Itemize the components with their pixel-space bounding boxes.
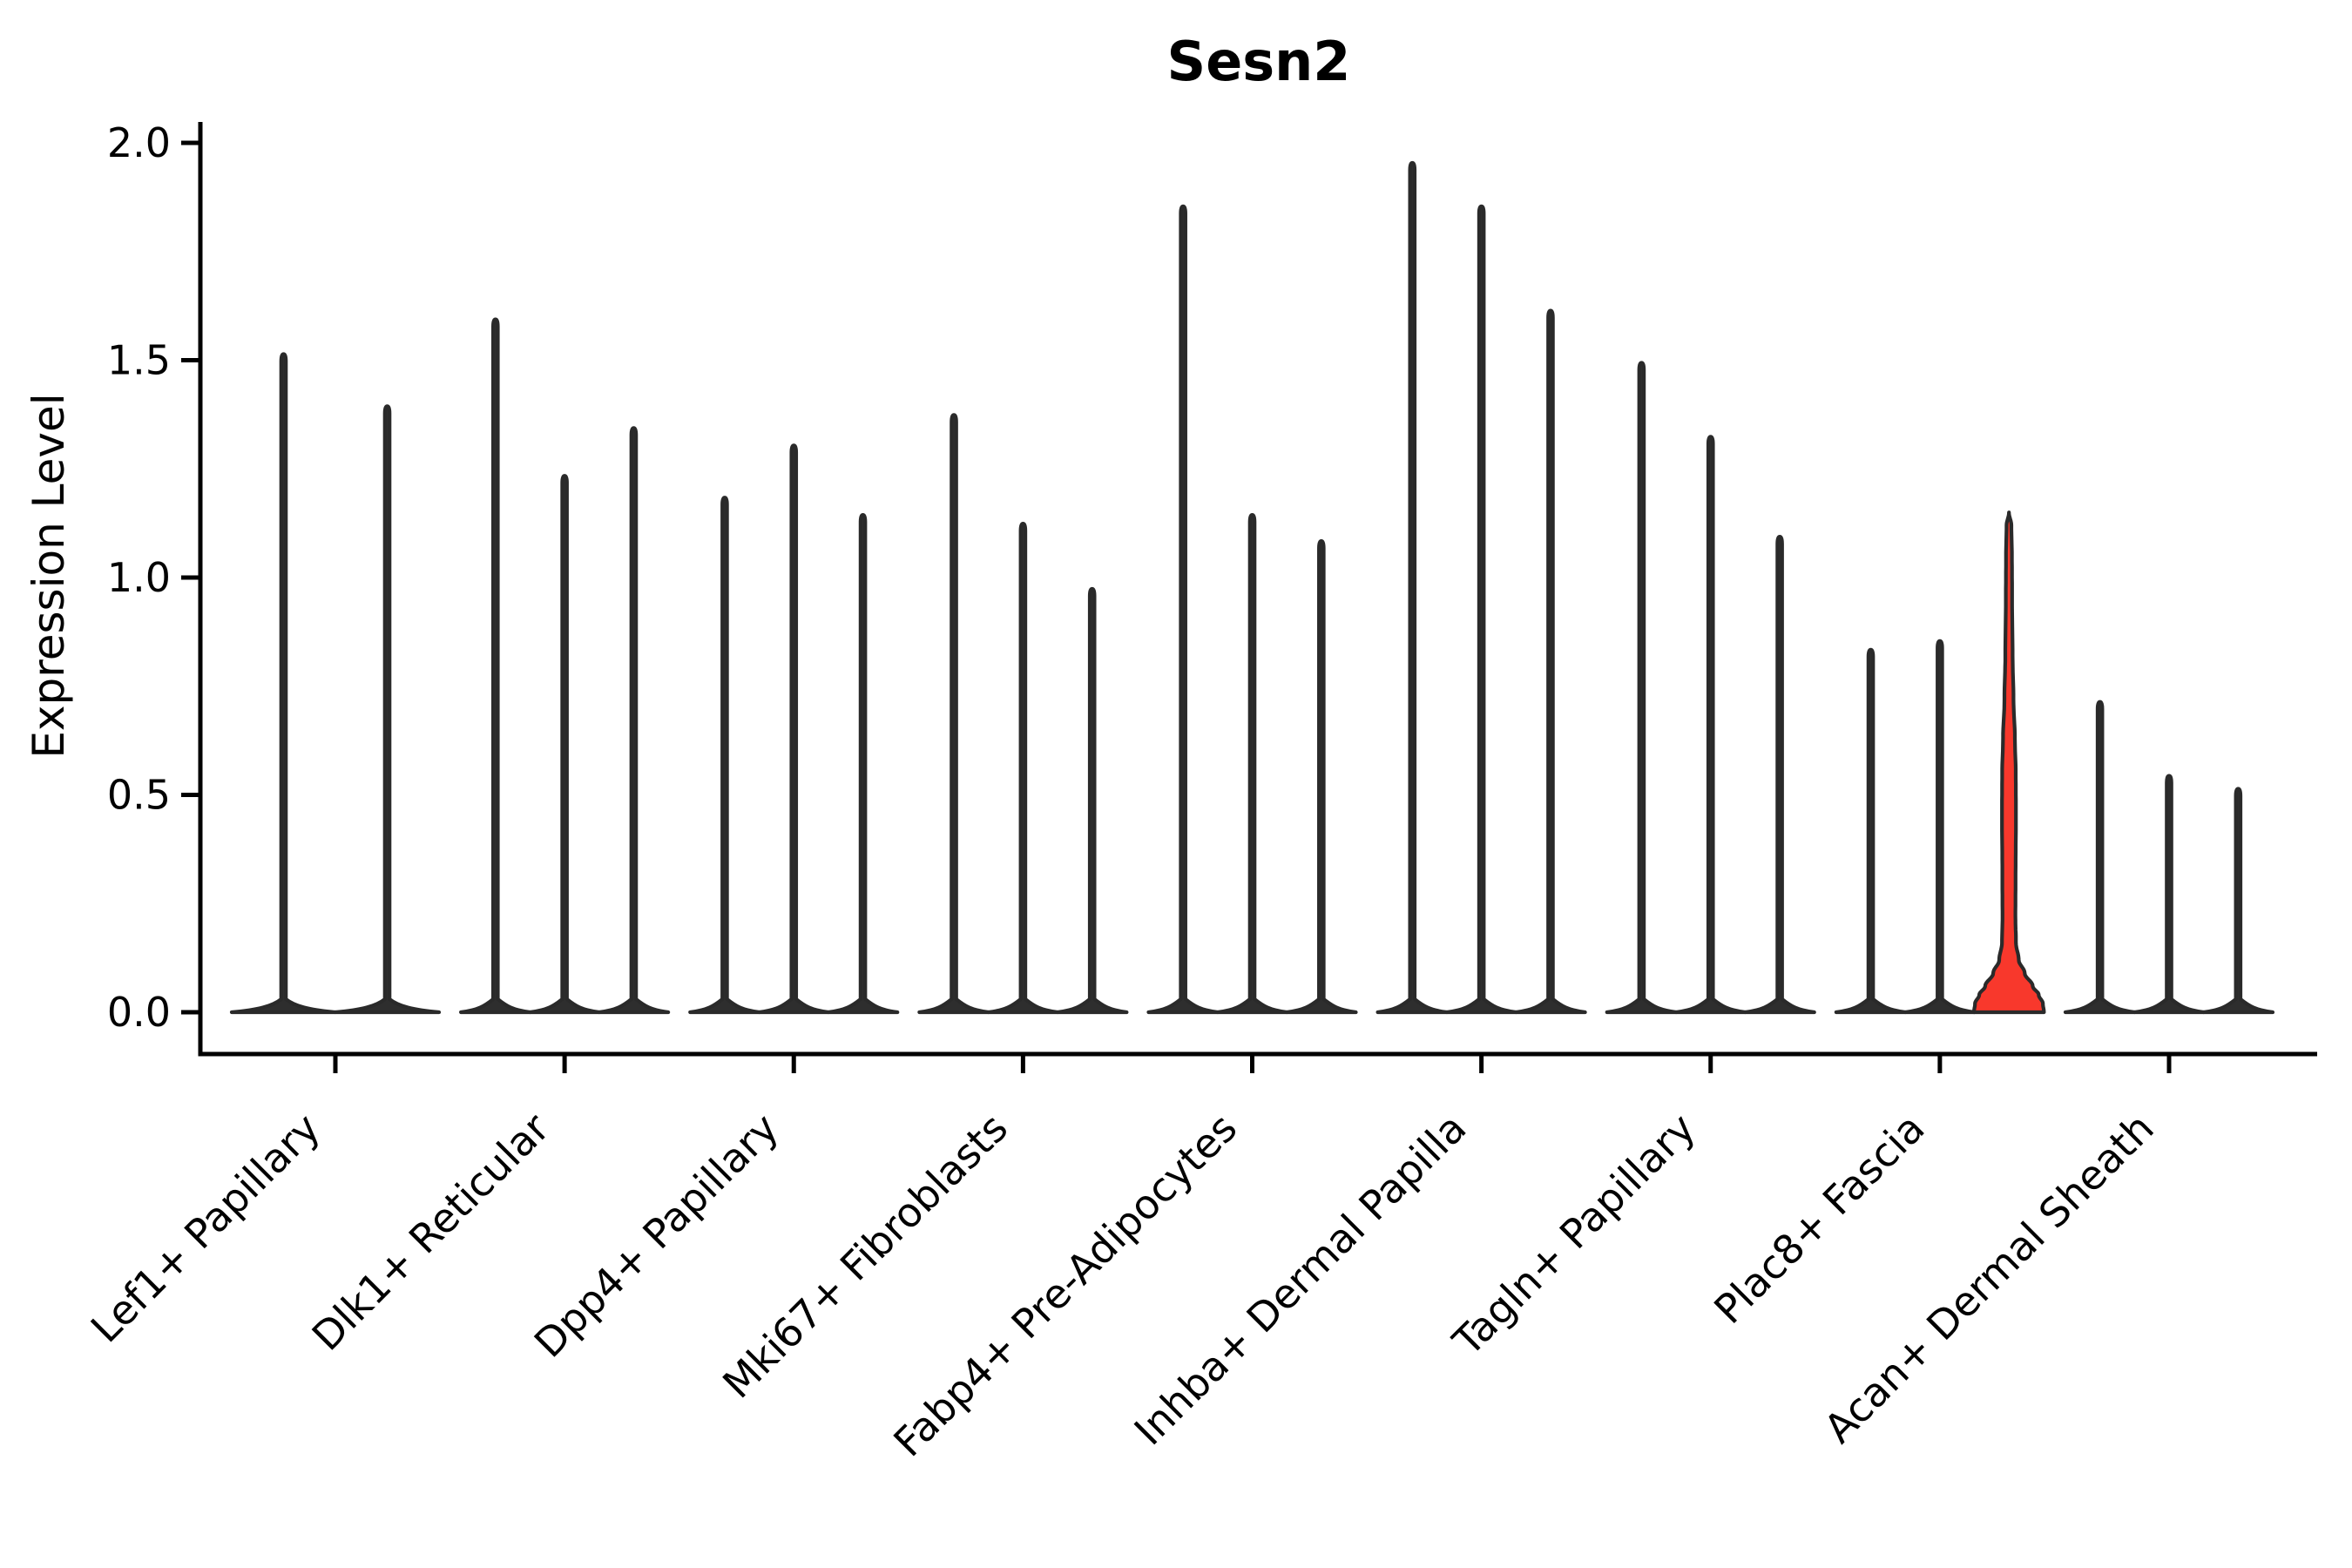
y-tick-label: 0.0 (107, 989, 171, 1036)
violin (1605, 361, 1679, 1015)
violin (597, 426, 671, 1015)
violin (1903, 639, 1977, 1015)
violin (757, 443, 831, 1015)
x-tick-label: Plac8+ Fascia (1705, 1105, 1933, 1333)
x-tick-label: Dlk1+ Reticular (303, 1105, 558, 1360)
y-tick-label: 1.0 (107, 554, 171, 601)
violin-highlighted (1971, 510, 2046, 1015)
violin (2132, 774, 2206, 1015)
violin (1514, 308, 1587, 1015)
violin (1375, 160, 1450, 1015)
chart-title: Sesn2 (1166, 30, 1351, 93)
violin (1673, 435, 1747, 1015)
y-tick-label: 2.0 (107, 119, 171, 166)
violin (1743, 534, 1816, 1015)
violin (229, 352, 338, 1015)
x-tick-label: Lef1+ Papillary (82, 1105, 329, 1352)
violin (2063, 700, 2137, 1015)
violin (2201, 787, 2275, 1015)
violin (459, 317, 532, 1015)
violin (333, 404, 442, 1015)
violin (1146, 204, 1220, 1015)
violin (1444, 204, 1518, 1015)
violin (1055, 586, 1129, 1015)
violin (986, 522, 1060, 1015)
violin (826, 513, 900, 1015)
violin (1215, 513, 1289, 1015)
violin (1834, 647, 1908, 1015)
y-tick-label: 1.5 (107, 337, 171, 384)
violin (1285, 538, 1358, 1015)
x-tick-label: Dpp4+ Papillary (525, 1105, 787, 1367)
y-tick-label: 0.5 (107, 772, 171, 819)
violin (917, 413, 990, 1015)
violin (688, 496, 761, 1015)
violin (528, 474, 601, 1015)
x-tick-label: Tagln+ Papillary (1443, 1105, 1705, 1366)
